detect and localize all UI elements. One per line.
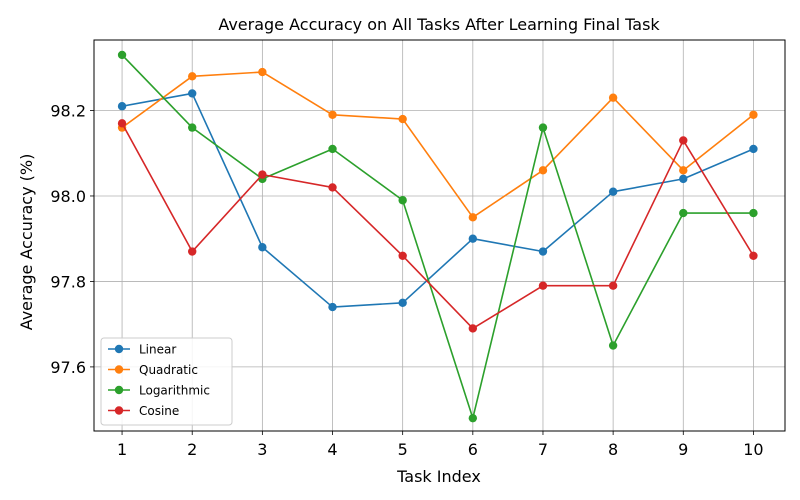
series-cosine	[117, 119, 758, 333]
data-point-logarithmic	[328, 144, 337, 154]
data-point-cosine	[328, 183, 337, 192]
data-point-quadratic	[398, 114, 407, 124]
data-point-logarithmic	[468, 413, 478, 423]
legend-label-cosine: Cosine	[139, 404, 179, 418]
data-point-linear	[679, 174, 688, 184]
x-tick-label: 5	[398, 440, 408, 459]
legend-box	[100, 337, 233, 426]
legend-label-linear: Linear	[139, 343, 176, 357]
series-group	[117, 50, 758, 423]
data-point-linear	[749, 144, 758, 154]
legend-marker-logarithmic	[114, 385, 124, 395]
data-point-quadratic	[679, 166, 688, 175]
data-point-quadratic	[258, 67, 267, 77]
chart-title: Average Accuracy on All Tasks After Lear…	[218, 15, 660, 34]
data-point-cosine	[468, 324, 478, 333]
y-axis: 97.6 97.8 98.0 98.2	[50, 102, 94, 377]
data-point-quadratic	[468, 213, 478, 222]
data-point-linear	[608, 187, 618, 196]
x-tick-label: 2	[187, 440, 197, 459]
data-point-cosine	[538, 281, 548, 290]
y-tick-label: 97.8	[50, 272, 86, 291]
x-tick-label: 7	[538, 440, 548, 459]
data-point-logarithmic	[538, 123, 548, 132]
x-axis: 1 2 3 4 5 6 7 8 9 10	[117, 431, 764, 459]
plot-frame	[93, 39, 786, 432]
data-point-logarithmic	[117, 50, 127, 60]
series-quadratic	[117, 67, 758, 222]
legend-marker-linear	[114, 344, 124, 354]
x-tick-label: 1	[117, 440, 127, 459]
data-point-cosine	[749, 251, 758, 260]
legend-marker-quadratic	[114, 365, 124, 374]
legend-marker-cosine	[114, 406, 124, 415]
x-axis-title: Task Index	[396, 467, 481, 486]
data-point-cosine	[258, 170, 267, 179]
x-tick-label: 6	[468, 440, 478, 459]
data-point-linear	[468, 234, 478, 243]
data-point-logarithmic	[679, 208, 688, 218]
x-tick-label: 4	[327, 440, 337, 459]
legend: Linear Quadratic Logarithmic Cosine	[100, 337, 233, 426]
x-tick-label: 3	[257, 440, 267, 459]
data-point-linear	[398, 298, 407, 308]
y-tick-label: 97.6	[50, 358, 86, 377]
data-point-cosine	[608, 281, 618, 290]
x-tick-label: 9	[678, 440, 688, 459]
series-line-logarithmic	[121, 54, 754, 419]
legend-label-quadratic: Quadratic	[139, 363, 198, 377]
legend-label-logarithmic: Logarithmic	[139, 384, 210, 398]
data-point-quadratic	[749, 110, 758, 119]
data-point-logarithmic	[188, 123, 197, 132]
data-point-quadratic	[328, 110, 337, 119]
y-tick-label: 98.0	[50, 187, 86, 206]
data-point-linear	[538, 247, 548, 256]
x-tick-label: 10	[743, 440, 763, 459]
data-point-linear	[188, 89, 197, 98]
series-line-linear	[121, 92, 754, 308]
series-line-quadratic	[121, 71, 754, 219]
data-point-logarithmic	[608, 341, 618, 350]
x-tick-label: 8	[608, 440, 618, 459]
data-point-cosine	[188, 247, 197, 256]
data-point-linear	[117, 102, 127, 111]
data-point-logarithmic	[398, 196, 407, 205]
data-point-quadratic	[188, 72, 197, 81]
series-line-cosine	[121, 122, 755, 330]
data-point-linear	[328, 302, 337, 312]
data-point-cosine	[117, 119, 127, 128]
y-axis-title: Average Accuracy (%)	[17, 154, 36, 331]
data-point-logarithmic	[749, 208, 758, 218]
data-point-cosine	[679, 136, 688, 145]
series-logarithmic	[117, 50, 758, 423]
y-tick-label: 98.2	[50, 102, 86, 121]
data-point-linear	[258, 243, 267, 252]
series-linear	[117, 89, 758, 312]
data-point-quadratic	[608, 93, 618, 102]
data-point-cosine	[398, 251, 407, 260]
data-point-quadratic	[538, 166, 548, 175]
